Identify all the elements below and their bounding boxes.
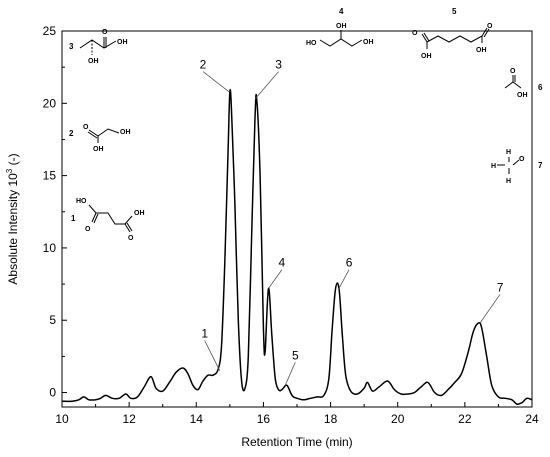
atom-label: O [519,156,525,163]
series-line [61,88,533,405]
structure-number: 1 [71,214,76,223]
atom-label: O [487,23,493,30]
x-tick-label: 22 [458,412,472,426]
structure-number: 4 [339,7,344,16]
x-tick-label: 14 [190,412,204,426]
peak-leader-line [338,269,350,289]
peak-label: 7 [497,280,504,294]
structure-5: 5 O O OH OH [412,7,493,60]
atom-label: OH [336,23,347,30]
structure-number: 3 [69,42,74,51]
peak-leaders: 1 2 3 4 5 6 7 [200,58,504,386]
x-tick-label: 20 [391,412,405,426]
atom-label: O [83,124,89,131]
structure-1: 1 HO O O OH [71,198,145,242]
structure-number: 6 [538,83,543,92]
x-tick-label: 12 [122,412,136,426]
structure-number: 5 [452,7,457,16]
structure-number: 2 [69,129,74,138]
atom-label: OH [120,129,131,136]
atom-label: H [506,149,511,156]
x-axis-title: Retention Time (min) [241,435,352,449]
atom-label: OH [88,58,99,65]
y-tick-label: 15 [43,169,57,183]
peak-label: 3 [275,58,282,72]
atom-label: OH [134,210,145,217]
peak-leader-line [268,269,283,289]
structure-7: 7 H H O H [491,149,543,185]
x-axis: 10 12 14 16 18 20 22 24 [55,402,539,426]
atom-label: H [491,163,496,170]
structure-2: 2 O OH OH [69,124,131,153]
y-tick-label: 0 [49,386,56,400]
structure-4: 4 OH HO OH [306,7,374,47]
atom-label: OH [517,92,528,99]
structure-number: 7 [538,161,543,170]
structure-6: 6 O OH [504,68,543,99]
atom-label: O [85,226,91,233]
peak-label: 1 [201,327,208,341]
peak-leader-line [254,71,279,100]
atom-label: H [506,178,511,185]
peak-leader-line [204,340,221,372]
x-tick-label: 18 [324,412,338,426]
peak-label: 6 [346,256,353,270]
y-axis-title: Absolute Intensity 103 (-) [5,153,20,284]
y-axis: 0 5 10 15 20 25 [43,24,67,400]
y-tick-label: 25 [43,24,57,38]
peak-leader-line [202,71,230,93]
y-tick-label: 20 [43,96,57,110]
atom-label: HO [76,198,87,205]
atom-label: OH [117,39,128,46]
atom-label: OH [93,146,104,153]
atom-label: HO [306,40,317,47]
y-tick-label: 5 [49,313,56,327]
atom-label: OH [421,53,432,60]
peak-leader-line [479,294,501,324]
peak-label: 2 [200,58,207,72]
atom-label: O [412,30,418,37]
x-tick-label: 24 [525,412,539,426]
peak-label: 4 [279,256,286,270]
atom-label: OH [363,39,374,46]
atom-label: O [128,235,134,242]
peak-leader-line [284,362,296,386]
y-tick-label: 10 [43,241,57,255]
x-tick-label: 16 [257,412,271,426]
peak-label: 5 [292,348,299,362]
atom-label: O [510,68,516,75]
atom-label: OH [476,47,487,54]
x-tick-label: 10 [55,412,69,426]
atom-label: O [102,29,108,36]
structure-3: 3 O OH OH [69,29,128,65]
